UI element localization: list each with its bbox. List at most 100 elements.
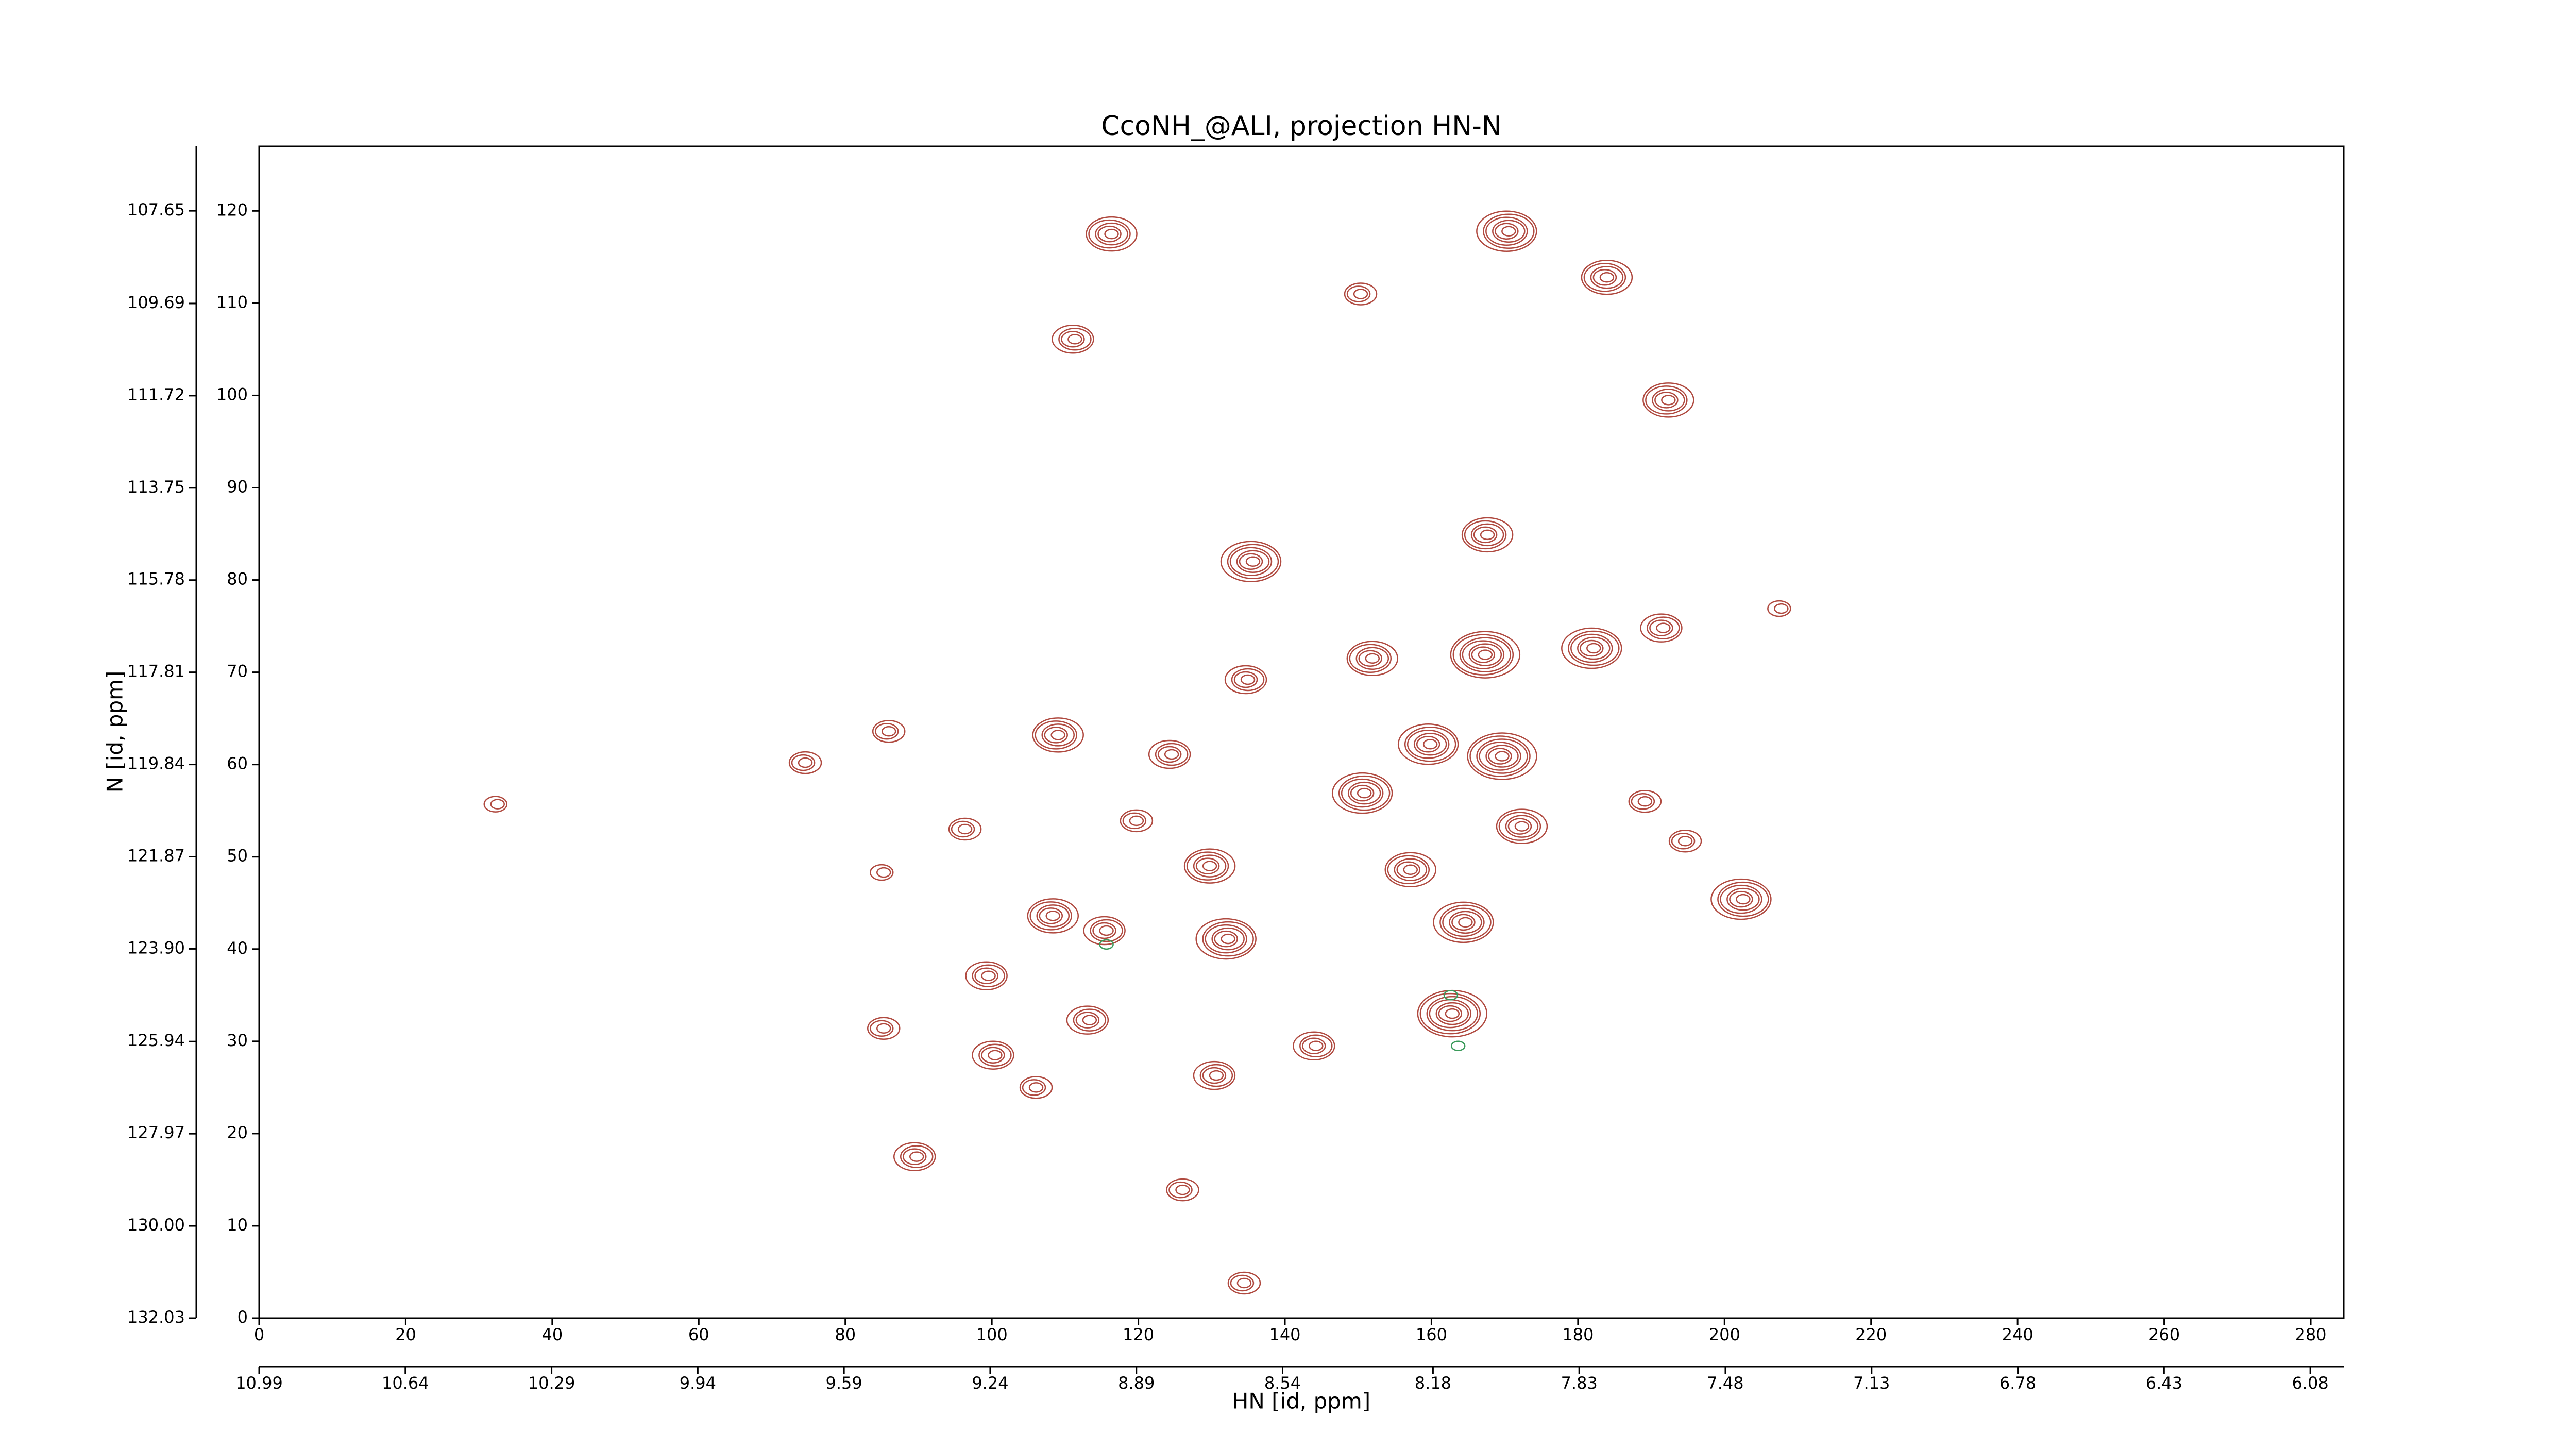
contour-ring (1661, 395, 1676, 406)
contour-ring (1642, 382, 1694, 418)
y-tick-label: 20 (227, 1123, 248, 1142)
peak (1032, 717, 1084, 753)
x2-tick-label: 6.08 (2292, 1373, 2329, 1393)
contour-ring (1426, 996, 1479, 1032)
contour-ring (791, 754, 816, 771)
peak (1561, 627, 1622, 669)
contour-ring (1086, 216, 1138, 252)
contour-ring (876, 867, 891, 878)
contour-ring (1338, 775, 1391, 811)
contour-ring (1022, 1079, 1046, 1096)
plot-area (483, 210, 1791, 1295)
peak (1293, 1031, 1335, 1061)
contour-ring (1485, 216, 1528, 246)
y-tick-label: 120 (216, 200, 248, 220)
contour-ring (1164, 749, 1179, 760)
peak (483, 796, 508, 813)
peak (1331, 772, 1393, 814)
contour-ring (1498, 812, 1541, 841)
contour-ring (1066, 1005, 1109, 1035)
peak (869, 864, 894, 881)
peak (1227, 1271, 1261, 1295)
contour-ring (1476, 210, 1537, 252)
contour-ring (1067, 333, 1082, 345)
x2-tick-label: 10.64 (382, 1373, 429, 1393)
contour-ring (798, 757, 813, 768)
contour-ring (483, 796, 508, 813)
contour-ring (1580, 639, 1604, 657)
x-tick-label: 220 (1855, 1325, 1887, 1344)
contour-ring (1099, 939, 1114, 950)
contour-ring (1195, 918, 1257, 960)
x2-tick-label: 10.99 (235, 1373, 283, 1393)
peak (1450, 631, 1521, 679)
contour-ring (1478, 649, 1493, 660)
contour-ring (1202, 921, 1254, 957)
contour-ring (1052, 324, 1094, 354)
x-tick-label: 0 (254, 1325, 264, 1344)
peak (867, 1017, 901, 1040)
peak (1628, 790, 1662, 813)
contour-ring (1045, 911, 1061, 921)
contour-ring (1473, 526, 1498, 544)
contour-ring (1157, 746, 1182, 763)
contour-ring (1387, 855, 1430, 885)
contour-ring (1507, 818, 1532, 835)
contour-ring (1032, 717, 1084, 753)
y2-tick-label: 130.00 (127, 1215, 185, 1235)
y-tick-label: 50 (227, 846, 248, 866)
contour-ring (981, 1047, 1005, 1064)
contour-ring (1501, 226, 1516, 237)
peak (1195, 918, 1257, 960)
contour-ring (1726, 887, 1760, 911)
x2-tick-label: 7.83 (1561, 1373, 1598, 1393)
contour-ring (1236, 1277, 1252, 1289)
contour-ring (1495, 223, 1519, 240)
contour-ring (1640, 613, 1683, 643)
x2-tick-label: 6.78 (1999, 1373, 2036, 1393)
contour-ring (876, 1023, 891, 1034)
contour-ring (1095, 222, 1128, 246)
contour-ring (1592, 269, 1617, 286)
peak (893, 1142, 936, 1171)
contour-ring (1445, 1008, 1460, 1019)
peak (1193, 1060, 1236, 1090)
x2-tick-label: 8.89 (1118, 1373, 1155, 1393)
peak (1417, 989, 1488, 1038)
contour-ring (1397, 723, 1459, 765)
contour-ring (1355, 647, 1389, 670)
contour-ring (1419, 992, 1481, 1035)
contour-ring (1568, 630, 1620, 666)
contour-ring (869, 864, 894, 881)
contour-ring (1451, 914, 1476, 931)
x-tick-label: 180 (1562, 1325, 1594, 1344)
contour-ring (1581, 260, 1633, 295)
contour-ring (1193, 1060, 1236, 1090)
contour-ring (1422, 739, 1438, 750)
contour-ring (1209, 1070, 1224, 1081)
peak (965, 961, 1008, 990)
contour-ring (1353, 289, 1368, 299)
contour-ring (1044, 727, 1068, 744)
contour-ring (1331, 772, 1393, 814)
contour-ring (1438, 1005, 1463, 1022)
contour-ring (1050, 730, 1065, 740)
contour-ring (1073, 1008, 1107, 1032)
contour-ring (1464, 520, 1507, 550)
contour-ring (1668, 830, 1702, 853)
y2-tick-label: 121.87 (127, 846, 185, 866)
contour-ring (1406, 730, 1450, 759)
x-tick-label: 200 (1709, 1325, 1740, 1344)
contour-ring (1231, 668, 1265, 692)
y2-tick-label: 117.81 (127, 662, 185, 681)
plot-frame (258, 145, 2345, 1319)
peak (1099, 939, 1114, 950)
peak (1668, 830, 1702, 853)
contour-ring (1671, 833, 1696, 850)
peak (1086, 216, 1138, 252)
y-tick-label: 30 (227, 1031, 248, 1050)
contour-ring (1028, 1082, 1044, 1093)
y-axis-label: N [id, ppm] (103, 671, 128, 793)
x-tick-label: 40 (541, 1325, 563, 1344)
